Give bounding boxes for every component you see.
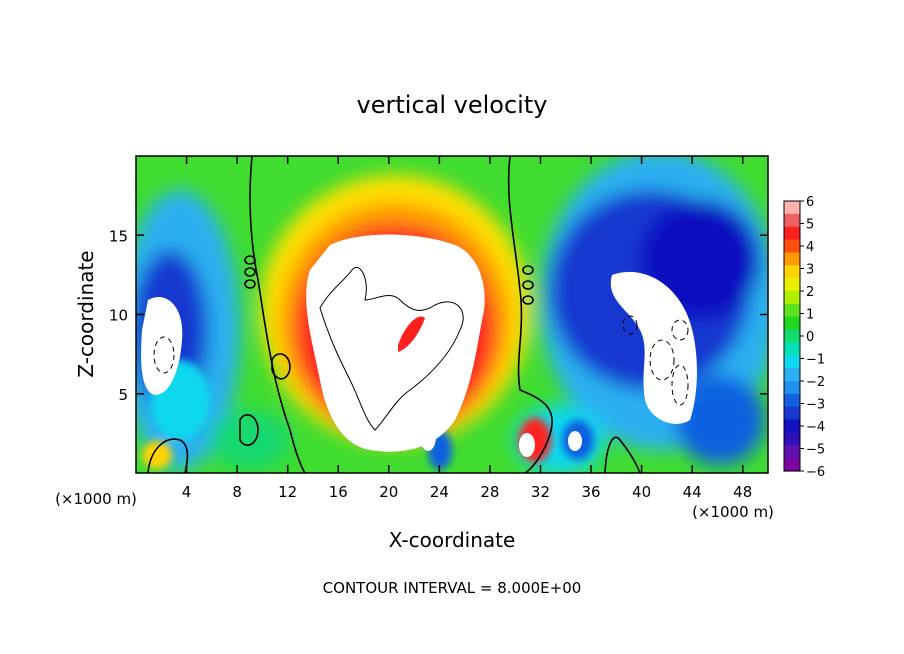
chart-title: vertical velocity [357,91,548,119]
x-tick-label: 24 [430,483,449,501]
x-unit-right: (×1000 m) [692,503,774,521]
x-tick-label: 16 [329,483,348,501]
y-tick-label: 15 [109,227,128,245]
colorbar-swatch [784,291,800,305]
x-tick-label: 36 [581,483,600,501]
x-tick-label: 28 [480,483,499,501]
colorbar-swatch [784,368,800,382]
colorbar-tick-label: 1 [806,308,814,323]
y-tick-label: 10 [109,307,128,325]
x-axis: 4 8 12 16 20 24 28 32 36 40 44 48 [182,156,752,501]
colorbar-tick-label: 6 [806,195,814,210]
x-unit-left: (×1000 m) [55,490,137,508]
colorbar-swatch [784,201,800,215]
colorbar-swatch [784,226,800,241]
colorbar-tick-label: 3 [806,263,814,278]
x-tick-label: 48 [733,483,752,501]
colorbar-tick-label: −4 [806,420,825,435]
colorbar-swatch [784,329,800,344]
colorbar-swatch [784,239,800,254]
heatmap-field [136,156,768,473]
colorbar-tick-label: −1 [806,353,825,368]
x-tick-label: 40 [632,483,651,501]
colorbar-swatch [784,213,800,228]
x-axis-label: X-coordinate [389,528,516,552]
colorbar-tick-label: −2 [806,375,825,390]
colorbar-tick-label: −5 [806,443,825,458]
colorbar: 6 5 4 3 2 1 0 −1 −2 −3 −4 −5 −6 [783,195,825,480]
x-tick-label: 12 [278,483,297,501]
x-tick-label: 44 [683,483,702,501]
colorbar-swatch [784,445,800,459]
colorbar-swatch [784,381,800,395]
footer-contour-interval: CONTOUR INTERVAL = 8.000E+00 [323,579,582,597]
colorbar-swatch [784,406,800,421]
colorbar-swatch [784,393,800,408]
y-axis: 5 10 15 [109,227,768,404]
colorbar-tick-label: −3 [806,398,825,413]
colorbar-tick-label: −6 [806,465,825,480]
x-tick-label: 4 [182,483,192,501]
colorbar-tick-label: 2 [806,285,814,300]
colorbar-swatch [784,303,800,318]
y-tick-label: 5 [118,386,128,404]
x-tick-label: 8 [232,483,242,501]
colorbar-swatch [784,432,800,446]
x-tick-label: 20 [379,483,398,501]
colorbar-swatch [784,252,800,266]
x-tick-label: 32 [531,483,550,501]
colorbar-swatch [784,458,800,472]
y-axis-label: Z-coordinate [74,250,98,377]
colorbar-swatch [784,316,800,331]
colorbar-swatch [784,278,800,292]
colorbar-swatch [784,419,800,434]
colorbar-tick-label: 0 [806,330,814,345]
colorbar-swatch [784,355,800,369]
colorbar-swatch [784,265,800,279]
colorbar-swatch [784,342,800,356]
colorbar-tick-label: 4 [806,240,814,255]
colorbar-tick-label: 5 [806,218,814,233]
